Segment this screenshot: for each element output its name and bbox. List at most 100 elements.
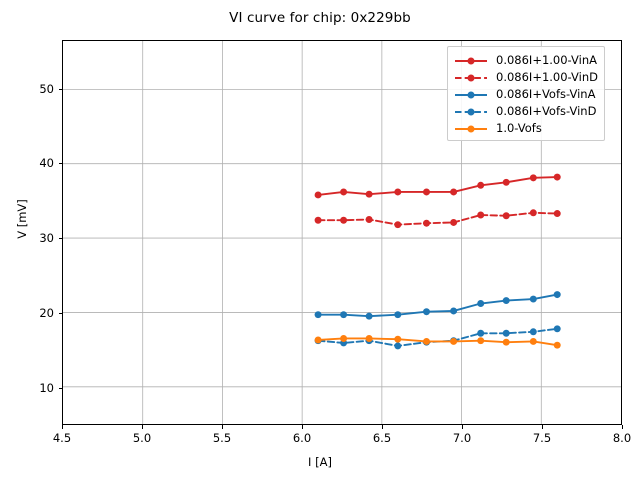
- x-tick-label: 7.5: [532, 431, 552, 445]
- data-series: [314, 209, 561, 229]
- data-point: [502, 212, 510, 220]
- data-point: [477, 300, 485, 308]
- x-axis-label: I [A]: [308, 455, 332, 469]
- data-point: [314, 216, 322, 224]
- legend-item-label: 0.086I+1.00-VinA: [496, 52, 597, 67]
- data-point: [477, 329, 485, 337]
- data-point: [423, 337, 430, 345]
- legend-item[interactable]: 1.0-Vofs: [453, 119, 598, 136]
- legend-item-label: 0.086I+Vofs-VinA: [496, 86, 596, 101]
- legend-item[interactable]: 0.086I+1.00-VinD: [453, 68, 598, 85]
- data-point: [314, 311, 322, 319]
- y-tick-mark: [58, 238, 62, 240]
- legend-item-label: 0.086I+Vofs-VinD: [496, 103, 597, 118]
- data-point: [365, 216, 373, 223]
- data-point: [529, 209, 537, 217]
- chart-title: VI curve for chip: 0x229bb: [229, 10, 411, 26]
- y-tick-label: 40: [39, 156, 54, 171]
- data-point: [529, 337, 537, 345]
- x-tick-mark: [462, 425, 463, 429]
- data-point: [365, 190, 373, 198]
- x-tick-mark: [302, 425, 303, 429]
- legend-line-swatch: [453, 53, 489, 67]
- y-tick-mark: [58, 387, 62, 389]
- series-line: [317, 327, 559, 347]
- series-line: [317, 293, 559, 318]
- data-point: [477, 337, 485, 345]
- legend-line-swatch: [453, 121, 489, 135]
- data-point: [365, 334, 373, 342]
- data-point: [394, 188, 402, 196]
- legend-line-swatch: [453, 104, 489, 118]
- data-point: [502, 297, 510, 305]
- legend-item-label: 1.0-Vofs: [496, 120, 542, 135]
- legend-item-label: 0.086I+1.00-VinD: [496, 69, 598, 84]
- data-series: [314, 173, 561, 199]
- data-series: [314, 291, 561, 320]
- series-layer: [314, 173, 561, 350]
- data-point: [450, 188, 458, 196]
- x-tick-label: 7.0: [452, 431, 472, 445]
- data-point: [340, 311, 348, 319]
- data-point: [340, 188, 348, 196]
- legend-item[interactable]: 0.086I+1.00-VinA: [453, 51, 598, 68]
- x-tick-mark: [622, 425, 623, 429]
- x-tick-label: 8.0: [612, 431, 632, 445]
- data-point: [450, 218, 458, 226]
- data-point: [314, 336, 322, 344]
- data-point: [394, 221, 402, 229]
- data-series: [314, 325, 561, 350]
- data-point: [394, 311, 402, 319]
- x-tick-label: 5.0: [132, 431, 152, 445]
- x-tick-mark: [142, 425, 143, 429]
- data-point: [340, 216, 348, 224]
- grid-layer: [63, 41, 621, 424]
- x-tick-mark: [382, 425, 383, 429]
- data-point: [423, 219, 430, 227]
- data-point: [553, 291, 561, 299]
- y-tick-mark: [58, 88, 62, 90]
- data-point: [502, 178, 510, 186]
- y-tick-label: 10: [39, 380, 54, 395]
- x-tick-mark: [222, 425, 223, 429]
- data-point: [450, 337, 458, 345]
- y-axis-label: V [mV]: [15, 199, 29, 239]
- data-point: [502, 329, 510, 337]
- data-point: [553, 325, 561, 333]
- y-tick-label: 20: [39, 305, 54, 320]
- y-tick-label: 50: [39, 81, 54, 96]
- x-tick-mark: [62, 425, 63, 429]
- data-point: [477, 211, 485, 219]
- y-tick-label: 30: [39, 231, 54, 246]
- data-point: [450, 307, 458, 315]
- legend-line-swatch: [453, 70, 489, 84]
- legend-item[interactable]: 0.086I+Vofs-VinD: [453, 102, 598, 119]
- data-point: [553, 173, 561, 181]
- x-tick-label: 4.5: [52, 431, 72, 445]
- data-point: [502, 338, 510, 346]
- legend: 0.086I+1.00-VinA 0.086I+1.00-VinD 0.086I+V…: [447, 46, 605, 141]
- series-line: [317, 337, 559, 347]
- legend-line-swatch: [453, 87, 489, 101]
- data-point: [394, 335, 402, 343]
- data-point: [394, 342, 402, 350]
- series-line: [317, 211, 559, 226]
- data-series: [314, 334, 561, 349]
- data-point: [423, 308, 430, 316]
- data-point: [477, 181, 485, 189]
- x-tick-label: 5.5: [212, 431, 232, 445]
- x-tick-label: 6.5: [372, 431, 392, 445]
- data-point: [529, 174, 537, 182]
- data-point: [529, 295, 537, 303]
- series-line: [317, 176, 559, 196]
- data-point: [529, 328, 537, 336]
- x-tick-label: 6.0: [292, 431, 312, 445]
- y-tick-mark: [58, 163, 62, 165]
- data-point: [553, 341, 561, 349]
- data-point: [314, 191, 322, 199]
- legend-item[interactable]: 0.086I+Vofs-VinA: [453, 85, 598, 102]
- x-tick-mark: [542, 425, 543, 429]
- data-point: [553, 210, 561, 218]
- y-tick-mark: [58, 312, 62, 314]
